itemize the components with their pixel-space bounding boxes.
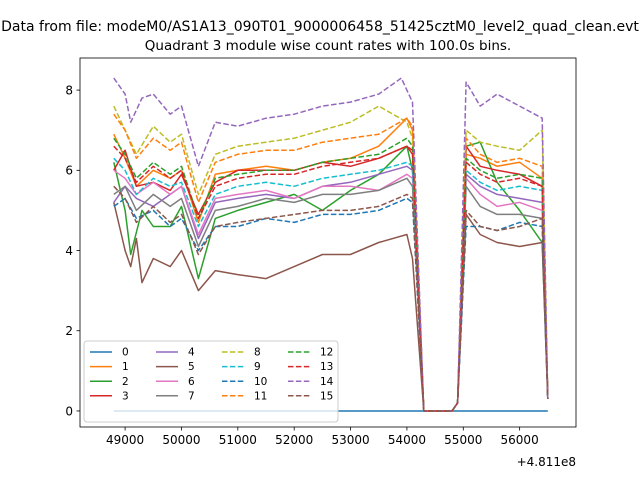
- x-tick-label: 52000: [275, 433, 313, 447]
- legend-label-9: 9: [254, 361, 261, 373]
- legend-label-5: 5: [188, 361, 195, 373]
- legend-label-7: 7: [188, 390, 195, 402]
- x-tick-label: 55000: [444, 433, 482, 447]
- legend-label-0: 0: [122, 347, 129, 359]
- legend-label-12: 12: [320, 347, 333, 359]
- series-lines: [113, 77, 549, 412]
- x-axis: 49000 50000 51000 52000 53000 54000 55000 56000: [106, 427, 539, 447]
- y-tick-label: 4: [65, 244, 73, 258]
- legend-label-8: 8: [254, 347, 261, 359]
- legend-label-13: 13: [320, 361, 333, 373]
- x-tick-label: 54000: [388, 433, 426, 447]
- legend-label-2: 2: [122, 376, 129, 388]
- series-line-8: [113, 105, 549, 412]
- series-line-15: [113, 185, 549, 412]
- series-line-12: [113, 137, 549, 412]
- series-line-7: [113, 177, 549, 412]
- axes-frame: [79, 57, 577, 428]
- x-axis-offset-label: +4.811e8: [517, 455, 576, 469]
- legend-label-4: 4: [188, 347, 195, 359]
- y-tick-label: 2: [65, 324, 73, 338]
- y-tick-label: 0: [65, 404, 73, 418]
- legend-label-3: 3: [122, 390, 129, 402]
- x-tick-label: 49000: [106, 433, 144, 447]
- legend-label-15: 15: [320, 390, 333, 402]
- figure-suptitle: Data from file: modeM0/AS1A13_090T01_900…: [1, 19, 639, 35]
- legend-label-11: 11: [254, 390, 267, 402]
- legend-label-14: 14: [320, 376, 334, 388]
- legend-label-10: 10: [254, 376, 267, 388]
- series-line-14: [113, 77, 549, 412]
- x-tick-label: 56000: [501, 433, 539, 447]
- series-line-9: [113, 157, 549, 412]
- series-line-5: [113, 202, 549, 412]
- series-line-11: [113, 113, 549, 412]
- x-tick-label: 50000: [162, 433, 200, 447]
- x-tick-label: 51000: [219, 433, 257, 447]
- y-axis: 0 2 4 6 8: [65, 83, 80, 418]
- legend-label-1: 1: [122, 361, 129, 373]
- y-tick-label: 8: [65, 83, 73, 97]
- series-line-13: [113, 145, 549, 412]
- legend-box: [83, 340, 339, 423]
- legend-label-6: 6: [188, 376, 195, 388]
- plot-area: [79, 57, 577, 428]
- series-line-3: [113, 145, 549, 412]
- series-line-6: [113, 169, 549, 412]
- series-line-2: [113, 141, 549, 412]
- y-tick-label: 6: [65, 164, 73, 178]
- chart-title: Quadrant 3 module wise count rates with …: [145, 38, 511, 54]
- x-tick-label: 53000: [331, 433, 369, 447]
